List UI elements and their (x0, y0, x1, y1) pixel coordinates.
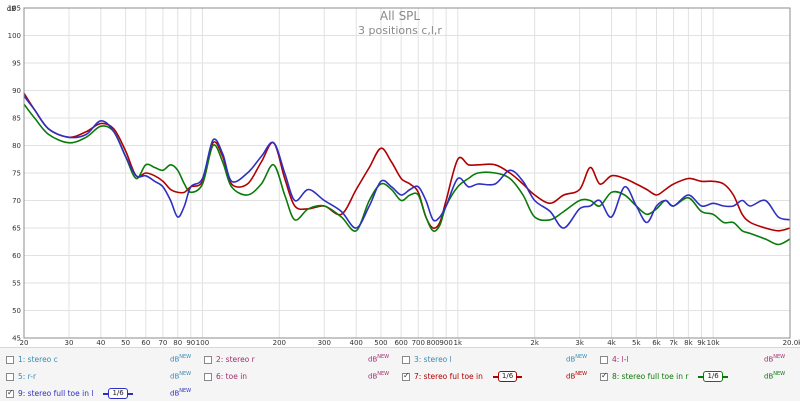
measurement-label[interactable]: 3: stereo l (414, 355, 452, 364)
x-tick-label: 9k (697, 339, 706, 347)
legend-row: 9: stereo full toe in l 1/6 dBNEW (0, 385, 800, 402)
y-tick-label: 45 (12, 335, 21, 343)
dbnew-button[interactable]: dBNEW (170, 388, 192, 398)
x-tick-label: 1k (454, 339, 463, 347)
plot-frame (23, 7, 791, 339)
x-tick-label: 40 (96, 339, 105, 347)
measurement-label[interactable]: 6: toe in (216, 372, 248, 381)
y-tick-label: 95 (12, 60, 21, 68)
legend-panel: 1: stereo c dBNEW 2: stereo r dBNEW 3: stere… (0, 347, 800, 401)
x-tick-label: 800 (426, 339, 439, 347)
series-line-3 (23, 95, 791, 229)
measurement-checkbox[interactable] (600, 355, 608, 364)
y-tick-label: 60 (12, 252, 21, 260)
y-tick-label: 50 (12, 307, 21, 315)
dbnew-button[interactable]: dBNEW (368, 354, 390, 364)
measurement-checkbox[interactable] (6, 388, 14, 398)
y-tick-label: 75 (12, 170, 21, 178)
x-tick-label: 10k (707, 339, 721, 347)
y-tick-label: 80 (12, 142, 21, 150)
smoothing-indicator[interactable]: 1/6 (698, 371, 728, 382)
measurement-label[interactable]: 9: stereo full toe in l (18, 389, 94, 398)
y-tick-label: 100 (8, 32, 21, 40)
x-tick-label: 20 (20, 339, 29, 347)
x-tick-label: 60 (141, 339, 150, 347)
x-tick-label: 300 (318, 339, 331, 347)
x-tick-label: 8k (684, 339, 693, 347)
measurement-checkbox[interactable] (600, 371, 608, 381)
legend-item-6: 6: toe in (204, 368, 247, 385)
y-tick-label: 90 (12, 87, 21, 95)
legend-item-3: 3: stereo l (402, 351, 452, 368)
measurement-label[interactable]: 1: stereo c (18, 355, 58, 364)
dbnew-button[interactable]: dBNEW (764, 371, 786, 381)
legend-row: 1: stereo c dBNEW 2: stereo r dBNEW 3: stere… (0, 351, 800, 368)
x-tick-label: 4k (607, 339, 616, 347)
x-tick-label: 30 (65, 339, 74, 347)
legend-row: 5: r-r dBNEW 6: toe in dBNEW 7: stereo ful t… (0, 368, 800, 385)
x-tick-label: 2k (530, 339, 539, 347)
grid-lines (23, 7, 791, 339)
dbnew-button[interactable]: dBNEW (764, 354, 786, 364)
legend-item-8: 8: stereo full toe in r 1/6 (600, 368, 728, 385)
legend-item-4: 4: l-l (600, 351, 629, 368)
x-tick-label: 50 (121, 339, 130, 347)
dbnew-button[interactable]: dBNEW (566, 371, 588, 381)
chart-title: All SPL (380, 9, 421, 23)
x-tick-label: 900 (439, 339, 452, 347)
measurement-checkbox[interactable] (402, 371, 410, 381)
x-tick-label: 6k (652, 339, 661, 347)
y-tick-label: 105 (8, 5, 21, 13)
x-tick-label: 700 (412, 339, 425, 347)
series-layer (23, 92, 791, 246)
dbnew-button[interactable]: dBNEW (170, 371, 192, 381)
x-tick-label: 200 (273, 339, 286, 347)
x-tick-label: 600 (394, 339, 407, 347)
y-tick-label: 55 (12, 280, 21, 288)
dbnew-button[interactable]: dBNEW (566, 354, 588, 364)
x-tick-label: 7k (669, 339, 678, 347)
measurement-label[interactable]: 4: l-l (612, 355, 629, 364)
smoothing-indicator[interactable]: 1/6 (103, 388, 133, 399)
smoothing-indicator[interactable]: 1/6 (492, 371, 523, 382)
y-tick-label: 85 (12, 115, 21, 123)
measurement-checkbox[interactable] (204, 372, 212, 381)
legend-item-7: 7: stereo ful toe in 1/6 (402, 368, 523, 385)
x-tick-label: 70 (158, 339, 167, 347)
legend-item-5: 5: r-r (6, 368, 36, 385)
dbnew-button[interactable]: dBNEW (170, 354, 192, 364)
dbnew-button[interactable]: dBNEW (368, 371, 390, 381)
x-tick-label: 80 (173, 339, 182, 347)
x-tick-label: 100 (196, 339, 209, 347)
y-tick-label: 65 (12, 225, 21, 233)
y-tick-label: 70 (12, 197, 21, 205)
measurement-checkbox[interactable] (204, 355, 212, 364)
legend-item-2: 2: stereo r (204, 351, 255, 368)
measurement-checkbox[interactable] (6, 355, 14, 364)
axis-ticks: 45 50 55 60 65 70 75 80 85 90 95 100 105 20 30 40 50 60 70… (8, 5, 800, 348)
measurement-checkbox[interactable] (402, 355, 410, 364)
legend-item-1: 1: stereo c (6, 351, 58, 368)
x-tick-label: 20.0k Hz (783, 339, 800, 347)
x-tick-label: 400 (350, 339, 363, 347)
x-tick-label: 3k (575, 339, 584, 347)
measurement-label[interactable]: 2: stereo r (216, 355, 255, 364)
x-tick-label: 90 (186, 339, 195, 347)
chart-subtitle: 3 positions c,l,r (358, 24, 442, 37)
measurement-label[interactable]: 8: stereo full toe in r (612, 372, 689, 381)
spl-chart: 45 50 55 60 65 70 75 80 85 90 95 100 105 20 30 40 50 60 70… (6, 4, 800, 348)
measurement-checkbox[interactable] (6, 372, 14, 381)
x-tick-label: 5k (632, 339, 641, 347)
measurement-label[interactable]: 5: r-r (18, 372, 37, 381)
x-tick-label: 500 (374, 339, 387, 347)
y-axis-label: dB (7, 5, 16, 13)
measurement-label[interactable]: 7: stereo ful toe in (414, 372, 483, 381)
legend-item-9: 9: stereo full toe in l 1/6 (6, 385, 133, 402)
